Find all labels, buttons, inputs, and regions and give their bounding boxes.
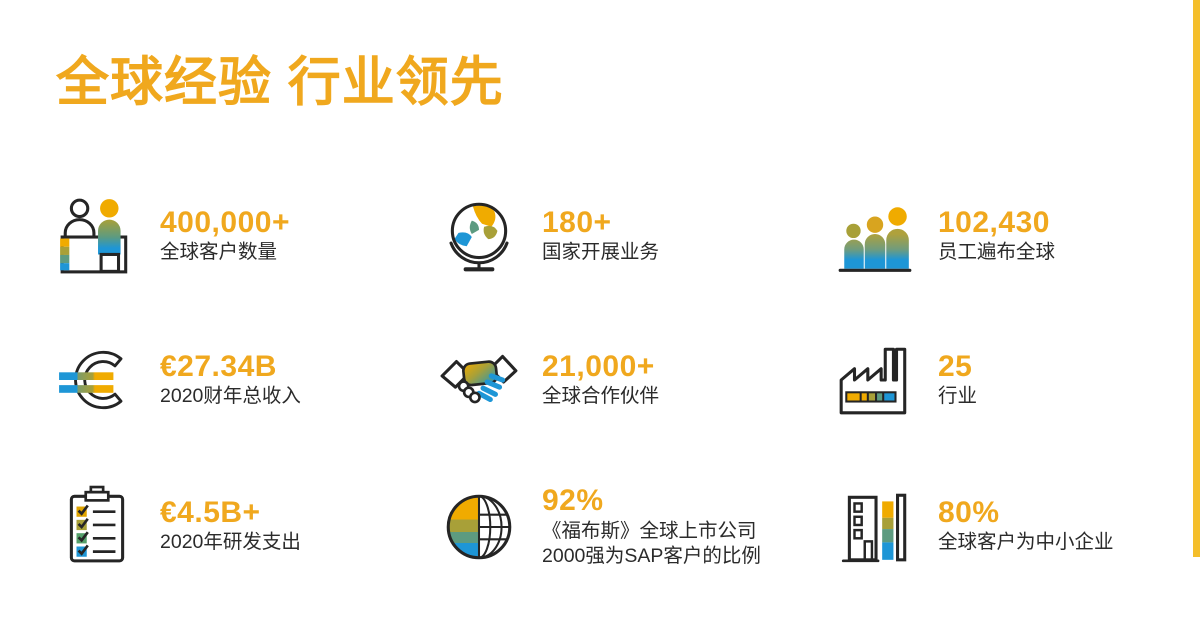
stat-value: 25 (938, 349, 973, 383)
stat-value: 180+ (542, 205, 612, 239)
stat-label-2: 2000强为SAP客户的比例 (542, 545, 761, 568)
customers-desk-icon (56, 194, 138, 278)
stat-value: 80% (938, 495, 1000, 529)
stat-value: 92% (542, 484, 604, 517)
stat-label: 全球客户为中小企业 (938, 531, 1114, 554)
clipboard-icon (56, 484, 138, 568)
stat-item-employees: 102,430 员工遍布全球 (834, 194, 1055, 278)
factory-icon (834, 338, 916, 422)
stat-label: 全球客户数量 (160, 241, 278, 264)
stat-item-sme: 80% 全球客户为中小企业 (834, 484, 1114, 568)
handshake-icon (438, 338, 520, 422)
stat-label: 行业 (938, 385, 978, 408)
euro-icon (56, 338, 138, 422)
stat-label: 全球合作伙伴 (542, 385, 660, 408)
stat-item-partners: 21,000+ 全球合作伙伴 (438, 338, 659, 422)
stat-item-forbes: 92% 《福布斯》全球上市公司 2000强为SAP客户的比例 (438, 484, 761, 570)
stat-item-customers: 400,000+ 全球客户数量 (56, 194, 290, 278)
stat-value: 102,430 (938, 205, 1050, 239)
stat-label: 员工遍布全球 (938, 241, 1056, 264)
stat-item-countries: 180+ 国家开展业务 (438, 194, 659, 278)
page-title: 全球经验 行业领先 (56, 53, 504, 112)
stat-label: 《福布斯》全球上市公司 (542, 519, 757, 542)
building-icon (834, 484, 916, 568)
stat-label: 国家开展业务 (542, 241, 660, 264)
stat-value: 400,000+ (160, 205, 290, 239)
stat-value: €4.5B+ (160, 495, 261, 529)
stat-item-revenue: €27.34B 2020财年总收入 (56, 338, 301, 422)
stat-item-industries: 25 行业 (834, 338, 977, 422)
stat-label: 2020年研发支出 (160, 531, 301, 554)
stat-value: €27.34B (160, 349, 277, 383)
stat-value: 21,000+ (542, 349, 655, 383)
globe-sphere-icon (438, 485, 520, 569)
stat-item-rnd: €4.5B+ 2020年研发支出 (56, 484, 301, 568)
right-edge-accent-bar (1193, 0, 1200, 557)
stat-label: 2020财年总收入 (160, 385, 301, 408)
people-group-icon (834, 194, 916, 278)
globe-stand-icon (438, 194, 520, 278)
